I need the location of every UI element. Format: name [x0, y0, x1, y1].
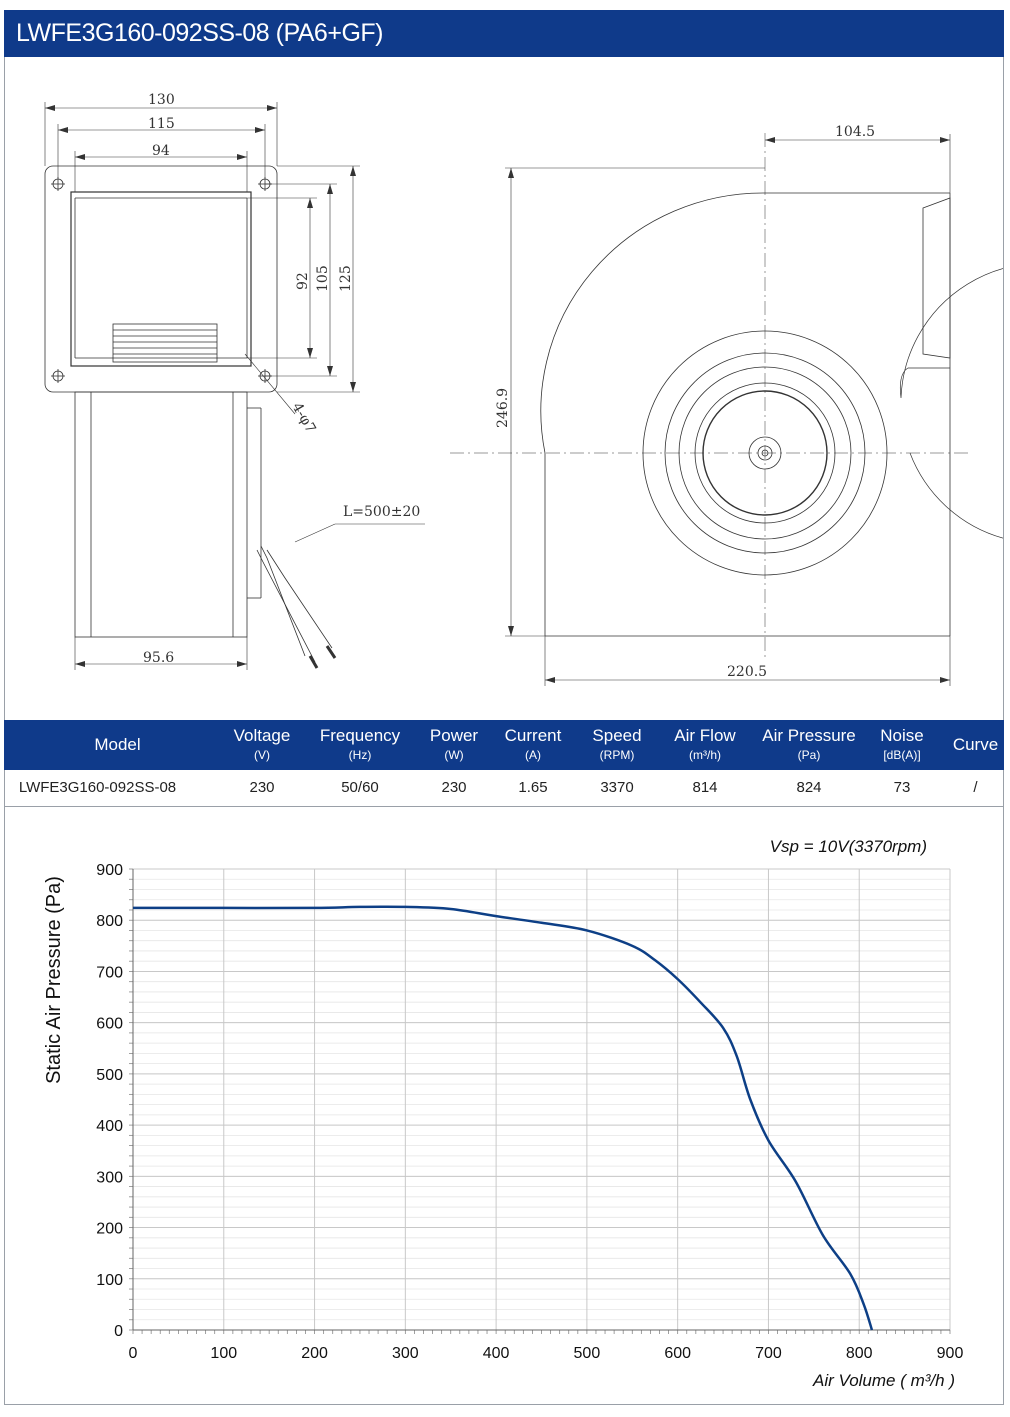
y-tick-label: 500	[96, 1067, 123, 1084]
chart-series	[133, 905, 874, 1331]
dim-220-5: 220.5	[727, 664, 767, 680]
cell-voltage: 230	[249, 779, 275, 796]
y-tick-label: 900	[96, 862, 123, 879]
cell-air-pressure: 824	[796, 779, 822, 796]
chart-annotation: Vsp = 10V(3370rpm)	[770, 837, 927, 856]
outlet-grille	[112, 323, 218, 363]
col-model: Model	[94, 735, 141, 754]
x-tick-label: 100	[210, 1345, 237, 1362]
page-title: LWFE3G160-092SS-08 (PA6+GF)	[4, 10, 1004, 57]
x-tick-label: 500	[574, 1345, 601, 1362]
x-tick-labels: 0 100 200 300 400 500 600 700 800 900	[129, 1345, 964, 1362]
col-frequency: Frequency (Hz)	[319, 726, 401, 762]
performance-chart: 0 100 200 300 400 500 600 700 800 900 0 100 200 300 4…	[43, 837, 964, 1390]
dim-130: 130	[148, 92, 175, 108]
cell-air-flow: 814	[692, 779, 718, 796]
x-tick-label: 900	[937, 1345, 964, 1362]
dim-92: 92	[295, 272, 311, 290]
motor-housing	[74, 391, 248, 638]
y-tick-labels: 0 100 200 300 400 500 600 700 800 900	[96, 862, 123, 1340]
col-air-flow: Air Flow (m³/h)	[674, 726, 736, 762]
technical-drawing: 130 115 94 92 105 125 4-φ7 L=500±20 95.6…	[44, 92, 1003, 686]
x-tick-label: 0	[129, 1345, 138, 1362]
x-tick-label: 800	[846, 1345, 873, 1362]
col-current: Current (A)	[504, 726, 562, 762]
y-tick-label: 100	[96, 1272, 123, 1289]
cell-curve: /	[973, 779, 978, 796]
y-tick-label: 300	[96, 1169, 123, 1186]
cell-current: 1.65	[518, 779, 548, 796]
dim-246-9: 246.9	[495, 388, 511, 428]
x-tick-label: 700	[755, 1345, 782, 1362]
cell-model: LWFE3G160-092SS-08	[18, 779, 177, 796]
y-tick-label: 400	[96, 1118, 123, 1135]
mounting-hole-tl	[51, 177, 65, 191]
col-voltage: Voltage (V)	[233, 726, 291, 762]
power-cable	[256, 545, 333, 663]
dim-125: 125	[338, 265, 354, 292]
series-line	[133, 905, 874, 1331]
spec-table-row: LWFE3G160-092SS-08 230 50/60 230 1.65 33…	[4, 770, 1004, 807]
col-noise: Noise [dB(A)]	[880, 726, 924, 762]
y-tick-label: 600	[96, 1016, 123, 1033]
mounting-hole-bl	[51, 369, 65, 383]
dim-115: 115	[148, 116, 175, 132]
y-tick-label: 800	[96, 913, 123, 930]
blower-body	[70, 191, 252, 367]
cell-power: 230	[441, 779, 467, 796]
dim-95-6: 95.6	[143, 650, 174, 666]
chart-grid	[132, 868, 951, 1331]
x-tick-label: 600	[664, 1345, 691, 1362]
dim-105: 105	[315, 265, 331, 292]
y-tick-label: 200	[96, 1221, 123, 1238]
cell-frequency: 50/60	[341, 779, 379, 796]
cell-speed: 3370	[600, 779, 634, 796]
col-speed: Speed (RPM)	[592, 726, 642, 762]
scroll-housing	[540, 192, 1003, 637]
x-axis-label: Air Volume ( m³/h )	[812, 1371, 955, 1390]
y-tick-label: 700	[96, 964, 123, 981]
chart-ticks	[129, 868, 951, 1334]
x-tick-label: 200	[301, 1345, 328, 1362]
y-tick-label: 0	[114, 1323, 123, 1340]
dim-hole: 4-φ7	[289, 400, 319, 436]
y-axis-label: Static Air Pressure (Pa)	[43, 876, 65, 1084]
dim-cable: L=500±20	[343, 504, 420, 520]
col-air-pressure: Air Pressure (Pa)	[762, 726, 856, 762]
dim-94: 94	[152, 143, 170, 159]
x-tick-label: 400	[483, 1345, 510, 1362]
x-tick-label: 300	[392, 1345, 419, 1362]
spec-table-header: Model Voltage (V) Frequency (Hz) Power (W) …	[4, 720, 1004, 770]
cell-noise: 73	[893, 779, 911, 796]
col-power: Power (W)	[429, 726, 479, 762]
col-curve: Curve	[952, 735, 999, 754]
dim-104-5: 104.5	[835, 124, 875, 140]
